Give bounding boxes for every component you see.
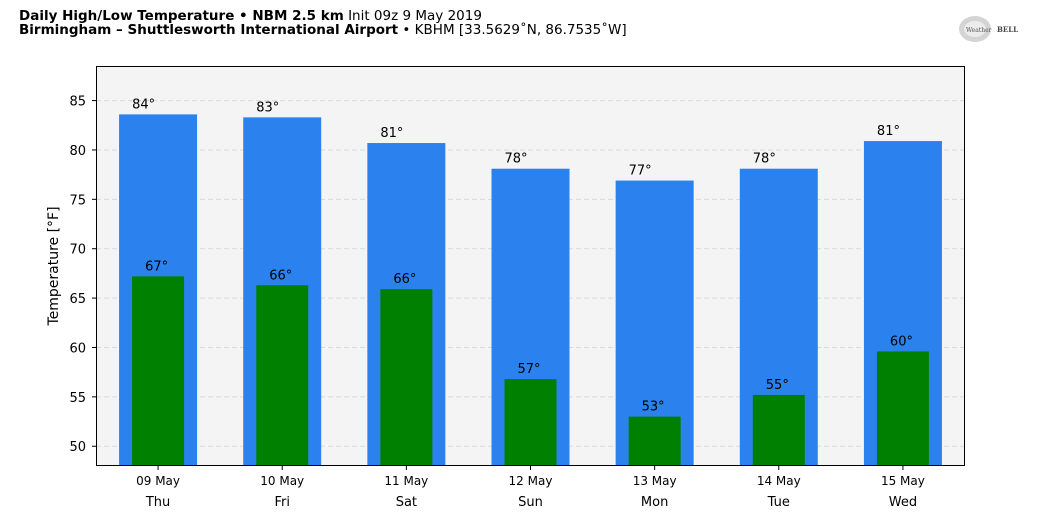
x-tick-day: Fri <box>274 495 290 510</box>
y-tick-label: 55 <box>69 391 86 406</box>
low-temp-bar <box>256 285 309 466</box>
low-temp-label: 66° <box>269 268 292 283</box>
title-bold: Daily High/Low Temperature • NBM 2.5 km <box>19 8 344 24</box>
station-coordinates: • KBHM [33.5629˚N, 86.7535˚W] <box>398 22 627 38</box>
low-temp-bar <box>380 289 433 466</box>
high-temp-label: 84° <box>132 97 155 112</box>
y-axis-label: Temperature [°F] <box>46 206 62 326</box>
x-tick-date: 14 May <box>757 474 801 488</box>
init-time: Init 09z 9 May 2019 <box>348 8 482 24</box>
y-tick-label: 80 <box>69 144 86 159</box>
station-subtitle: Birmingham – Shuttlesworth International… <box>19 23 627 38</box>
y-tick-label: 70 <box>69 243 86 258</box>
high-temp-label: 83° <box>256 100 279 115</box>
y-axis: 50 55 60 65 70 75 80 85 <box>69 95 96 455</box>
high-temp-label: 78° <box>505 152 528 167</box>
low-temp-label: 53° <box>642 400 665 415</box>
station-name: Birmingham – Shuttlesworth International… <box>19 22 399 38</box>
y-tick-label: 75 <box>69 193 86 208</box>
x-tick-day: Thu <box>145 495 170 510</box>
y-tick-label: 60 <box>69 341 86 356</box>
y-tick-label: 65 <box>69 292 86 307</box>
x-tick-date: 10 May <box>260 474 304 488</box>
low-temp-bar <box>752 394 805 466</box>
low-temp-bar <box>876 351 929 466</box>
low-temp-bar <box>504 379 557 466</box>
chart-title: Daily High/Low Temperature • NBM 2.5 km … <box>19 9 482 24</box>
y-tick-label: 50 <box>69 440 86 455</box>
x-tick-day: Mon <box>641 495 668 510</box>
x-tick-date: 11 May <box>384 474 428 488</box>
logo-text-left: Weather <box>966 27 992 34</box>
high-temp-label: 81° <box>380 126 403 141</box>
x-tick-day: Sun <box>518 495 543 510</box>
low-temp-bar <box>132 276 185 466</box>
x-tick-date: 15 May <box>881 474 925 488</box>
low-temp-label: 55° <box>766 378 789 393</box>
logo-text-right: BELL <box>997 25 1018 34</box>
low-temp-label: 57° <box>518 362 541 377</box>
plot-frame <box>96 66 965 466</box>
low-temp-label: 67° <box>145 259 168 274</box>
x-axis: 09 May Thu 10 May Fri 11 May Sat 12 May Sun 13 M… <box>136 466 925 510</box>
x-tick-day: Wed <box>889 495 917 510</box>
x-tick-day: Sat <box>396 495 417 510</box>
high-temp-label: 81° <box>877 124 900 139</box>
bar-series <box>119 114 942 467</box>
y-tick-label: 85 <box>69 95 86 110</box>
x-tick-date: 09 May <box>136 474 180 488</box>
high-temp-label: 78° <box>753 152 776 167</box>
x-tick-day: Tue <box>767 495 790 510</box>
weatherbell-logo: Weather BELL <box>959 16 1018 42</box>
low-temp-label: 66° <box>393 272 416 287</box>
low-temp-label: 60° <box>890 334 913 349</box>
low-temp-bar <box>628 416 681 466</box>
bar-value-labels: 84° 83° 81° 78° 77° 78° 81° 67° 66° 66° 57° 53° 55° 6… <box>132 97 913 414</box>
high-temp-label: 77° <box>629 164 652 179</box>
x-tick-date: 13 May <box>633 474 677 488</box>
x-tick-date: 12 May <box>509 474 553 488</box>
